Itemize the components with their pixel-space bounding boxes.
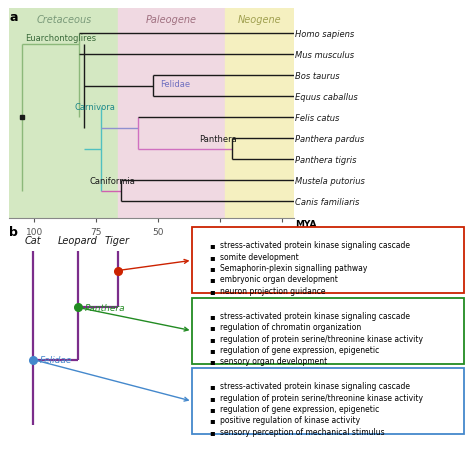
Text: Bos taurus: Bos taurus	[295, 72, 340, 81]
Text: sensory perception of mechanical stimulus: sensory perception of mechanical stimulu…	[220, 427, 385, 436]
Text: regulation of gene expression, epigenetic: regulation of gene expression, epigeneti…	[220, 345, 380, 354]
Bar	[225, 9, 294, 219]
FancyBboxPatch shape	[192, 228, 464, 294]
Text: Felidae: Felidae	[40, 355, 73, 364]
Text: Tiger: Tiger	[105, 235, 130, 245]
Text: Panthera: Panthera	[199, 135, 237, 144]
Text: sensory organ development: sensory organ development	[220, 357, 328, 365]
Text: Mustela putorius: Mustela putorius	[295, 176, 365, 185]
Text: Euarchontoglires: Euarchontoglires	[25, 33, 96, 42]
Bar	[9, 9, 119, 219]
Text: Panthera: Panthera	[85, 303, 126, 312]
Text: regulation of protein serine/threonine kinase activity: regulation of protein serine/threonine k…	[220, 334, 423, 343]
Text: Cretaceous: Cretaceous	[36, 15, 91, 25]
Text: regulation of gene expression, epigenetic: regulation of gene expression, epigeneti…	[220, 404, 380, 413]
Text: Leopard: Leopard	[58, 235, 98, 245]
Text: positive regulation of kinase activity: positive regulation of kinase activity	[220, 415, 361, 424]
Text: Felis catus: Felis catus	[295, 114, 339, 123]
Text: Semaphorin-plexin signalling pathway: Semaphorin-plexin signalling pathway	[220, 263, 368, 272]
Text: MYA: MYA	[295, 220, 317, 229]
Text: embryonic organ development: embryonic organ development	[220, 275, 338, 284]
Text: a: a	[9, 11, 18, 24]
Text: Paleogene: Paleogene	[146, 15, 197, 25]
Text: ▪: ▪	[209, 322, 215, 331]
Text: ▪: ▪	[209, 263, 215, 272]
Text: stress-activated protein kinase signaling cascade: stress-activated protein kinase signalin…	[220, 241, 410, 250]
Text: ▪: ▪	[209, 415, 215, 424]
Text: Cat: Cat	[25, 235, 41, 245]
Text: regulation of chromatin organization: regulation of chromatin organization	[220, 322, 362, 331]
Text: Felidae: Felidae	[160, 80, 190, 89]
Bar	[118, 9, 225, 219]
Text: ▪: ▪	[209, 404, 215, 413]
Text: ▪: ▪	[209, 427, 215, 436]
Text: ▪: ▪	[209, 252, 215, 261]
Text: ▪: ▪	[209, 286, 215, 295]
Text: Caniformia: Caniformia	[90, 176, 136, 185]
Text: Equus caballus: Equus caballus	[295, 92, 358, 101]
Text: somite development: somite development	[220, 252, 299, 261]
Text: ▪: ▪	[209, 393, 215, 402]
Text: ▪: ▪	[209, 334, 215, 343]
Text: Mus musculus: Mus musculus	[295, 51, 354, 60]
FancyBboxPatch shape	[192, 368, 464, 434]
Text: ▪: ▪	[209, 311, 215, 320]
Text: b: b	[9, 226, 18, 239]
Text: neuron projection guidance: neuron projection guidance	[220, 286, 326, 295]
Text: Homo sapiens: Homo sapiens	[295, 30, 355, 39]
Text: Panthera tigris: Panthera tigris	[295, 156, 356, 165]
Text: Canis familiaris: Canis familiaris	[295, 198, 359, 207]
Text: Carnivora: Carnivora	[75, 103, 116, 112]
FancyBboxPatch shape	[192, 298, 464, 364]
Text: stress-activated protein kinase signaling cascade: stress-activated protein kinase signalin…	[220, 382, 410, 391]
Text: ▪: ▪	[209, 275, 215, 284]
Text: ▪: ▪	[209, 345, 215, 354]
Text: Panthera pardus: Panthera pardus	[295, 134, 365, 143]
Text: ▪: ▪	[209, 382, 215, 391]
Text: ▪: ▪	[209, 357, 215, 365]
Text: Neogene: Neogene	[237, 15, 281, 25]
Text: stress-activated protein kinase signaling cascade: stress-activated protein kinase signalin…	[220, 311, 410, 320]
Text: regulation of protein serine/threonine kinase activity: regulation of protein serine/threonine k…	[220, 393, 423, 402]
Text: ▪: ▪	[209, 241, 215, 250]
